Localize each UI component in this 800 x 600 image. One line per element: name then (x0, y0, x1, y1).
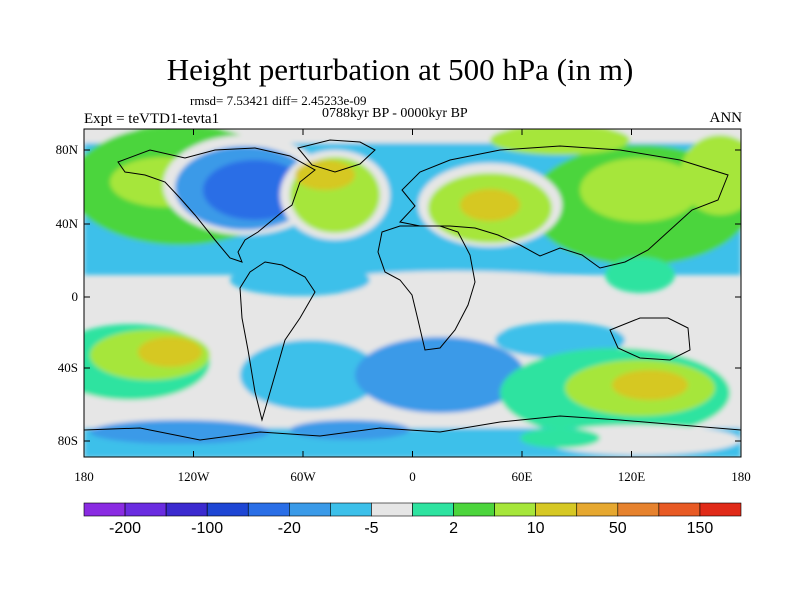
colorbar-swatch (535, 502, 578, 517)
period-label: 0788kyr BP - 0000kyr BP (322, 106, 468, 121)
lon-tick-label: 180 (74, 469, 94, 484)
lon-tick-label: 120W (178, 469, 211, 484)
stats-text: rmsd= 7.53421 diff= 2.45233e-09 (190, 93, 367, 108)
colorbar-swatch (617, 502, 660, 517)
coast-south-america (239, 261, 316, 422)
colorbar-swatch (206, 502, 249, 517)
colorbar-swatch (453, 502, 495, 517)
south-america-negative (240, 340, 380, 410)
coast-north-america (117, 147, 316, 263)
lon-tick-label: 180 (731, 469, 751, 484)
colorbar-swatch (330, 502, 372, 517)
season-label: ANN (709, 110, 743, 126)
coast-australia (609, 317, 691, 361)
colorbar-swatch (658, 502, 701, 517)
colorbar-swatch (494, 502, 536, 517)
colorbar-swatch (371, 502, 413, 517)
colorbar-label: 50 (609, 520, 627, 537)
coast-eurasia (399, 145, 729, 269)
colorbar-label: 150 (687, 520, 714, 537)
lat-tick-label: 80N (56, 142, 79, 157)
colorbar: -200 -100 -20 -5 2 10 50 150 (83, 502, 742, 537)
colorbar-swatch (247, 502, 290, 517)
north-america-low (203, 160, 307, 220)
colorbar-swatch (412, 502, 454, 517)
colorbar-swatch (289, 502, 331, 517)
coast-africa (377, 225, 476, 351)
south-atlantic-negative (355, 337, 525, 413)
contour-field (84, 129, 741, 457)
colorbar-label: 2 (449, 520, 458, 537)
colorbar-swatch (124, 502, 167, 517)
lat-tick-label: 0 (72, 289, 79, 304)
lon-tick-label: 0 (409, 469, 416, 484)
colorbar-label: -200 (109, 520, 141, 537)
coast-antarctica (84, 415, 741, 441)
coast-greenland (297, 139, 376, 173)
coastlines (84, 139, 741, 441)
plot-title: Height perturbation at 500 hPa (in m) (166, 52, 634, 87)
lon-tick-label: 60E (512, 469, 533, 484)
colorbar-label: -20 (278, 520, 301, 537)
lat-tick-label: 40N (56, 216, 79, 231)
colorbar-label: 10 (527, 520, 545, 537)
experiment-label: Expt = teVTD1-tevta1 (84, 111, 220, 127)
lon-tick-label: 60W (290, 469, 316, 484)
lon-tick-label: 120E (618, 469, 646, 484)
lat-tick-label: 40S (58, 360, 78, 375)
lat-tick-label: 80S (58, 433, 78, 448)
axis-ticks: 80N 40N 0 40S 80S 180 120W 60W 0 60E 120E 180 (56, 129, 751, 484)
colorbar-label: -5 (364, 520, 378, 537)
colorbar-swatch (699, 502, 742, 517)
colorbar-swatch (83, 502, 126, 517)
colorbar-swatch (576, 502, 619, 517)
colorbar-swatch (165, 502, 208, 517)
colorbar-label: -100 (191, 520, 223, 537)
